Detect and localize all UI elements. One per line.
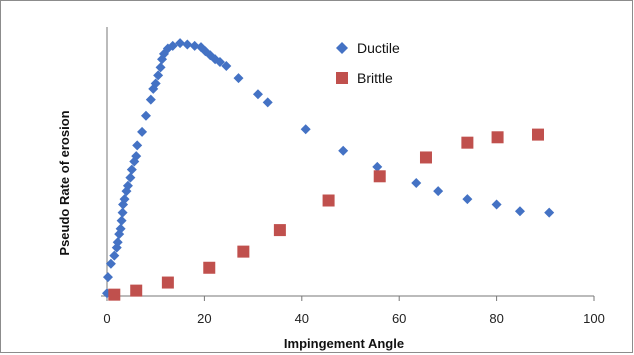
ductile-point bbox=[109, 250, 120, 261]
axes bbox=[101, 27, 595, 301]
brittle-point bbox=[419, 151, 432, 164]
series-brittle bbox=[108, 128, 544, 301]
brittle-point bbox=[491, 131, 504, 144]
ductile-point bbox=[514, 206, 525, 217]
ductile-point bbox=[112, 237, 123, 248]
brittle-point bbox=[322, 194, 335, 207]
ductile-point bbox=[122, 180, 133, 191]
brittle-point bbox=[237, 245, 250, 258]
ductile-point bbox=[105, 258, 116, 269]
ductile-point bbox=[137, 126, 148, 137]
ductile-point bbox=[119, 194, 130, 205]
brittle-point bbox=[203, 261, 216, 274]
brittle-point bbox=[161, 276, 174, 289]
x-axis-title: Impingement Angle bbox=[284, 336, 404, 351]
ductile-point bbox=[214, 56, 225, 67]
legend: Ductile Brittle bbox=[336, 40, 400, 86]
ductile-point bbox=[132, 140, 143, 151]
ductile-point bbox=[262, 97, 273, 108]
ductile-point bbox=[233, 73, 244, 84]
y-axis-title: Pseudo Rate of erosion bbox=[57, 110, 72, 255]
brittle-point bbox=[273, 224, 286, 237]
ductile-point bbox=[145, 94, 156, 105]
ductile-point bbox=[411, 178, 422, 189]
brittle-point bbox=[108, 288, 121, 301]
ductile-point bbox=[115, 223, 126, 234]
ductile-point bbox=[491, 199, 502, 210]
ductile-point bbox=[155, 62, 166, 73]
brittle-point bbox=[531, 128, 544, 141]
ductile-point bbox=[221, 61, 232, 72]
ductile-point bbox=[125, 172, 136, 183]
ductile-point bbox=[116, 215, 127, 226]
x-tick-label: 20 bbox=[197, 311, 211, 326]
legend-label: Brittle bbox=[357, 70, 393, 86]
legend-marker-ductile bbox=[336, 42, 348, 54]
ductile-point bbox=[182, 39, 193, 50]
ductile-point bbox=[131, 151, 142, 162]
ductile-point bbox=[544, 207, 555, 218]
ductile-point bbox=[175, 38, 186, 49]
series-ductile bbox=[102, 38, 555, 299]
ductile-point bbox=[153, 70, 164, 81]
ductile-point bbox=[150, 78, 161, 89]
ductile-point bbox=[252, 89, 263, 100]
ductile-point bbox=[372, 161, 383, 172]
ductile-point bbox=[126, 164, 137, 175]
ductile-point bbox=[140, 110, 151, 121]
brittle-point bbox=[461, 136, 474, 149]
x-tick-label: 100 bbox=[583, 311, 605, 326]
ductile-point bbox=[300, 124, 311, 135]
ductile-point bbox=[462, 194, 473, 205]
x-tick-labels: 0 20 40 60 80 100 bbox=[103, 311, 604, 326]
ductile-point bbox=[102, 272, 113, 283]
x-tick-label: 40 bbox=[295, 311, 309, 326]
brittle-point bbox=[130, 284, 143, 297]
ductile-point bbox=[433, 186, 444, 197]
ductile-point bbox=[117, 207, 128, 218]
legend-label: Ductile bbox=[357, 40, 400, 56]
x-tick-label: 80 bbox=[489, 311, 503, 326]
x-tick-label: 0 bbox=[103, 311, 110, 326]
x-tick-label: 60 bbox=[392, 311, 406, 326]
ductile-point bbox=[338, 145, 349, 156]
brittle-point bbox=[373, 170, 386, 183]
legend-marker-brittle bbox=[336, 72, 348, 84]
